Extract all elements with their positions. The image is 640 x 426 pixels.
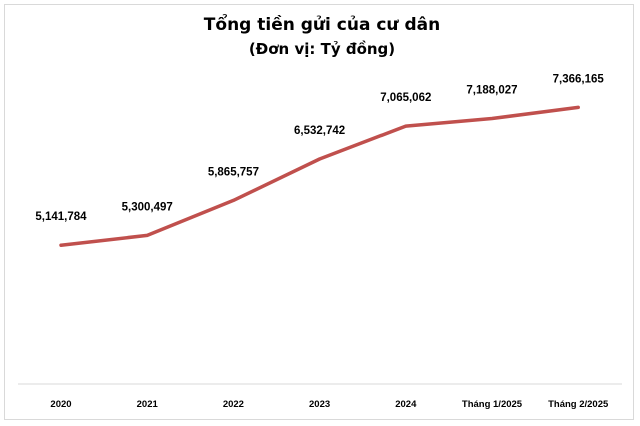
- x-tick-label: 2021: [137, 399, 159, 410]
- data-label: 7,366,165: [553, 73, 605, 85]
- x-tick-label: Tháng 1/2025: [462, 399, 523, 410]
- data-point: [59, 243, 63, 247]
- data-point: [318, 157, 322, 161]
- x-tick-label: 2023: [309, 399, 330, 410]
- x-tick-label: 2022: [223, 399, 244, 410]
- data-label: 5,865,757: [208, 166, 259, 178]
- x-tick-label: 2020: [50, 399, 71, 410]
- data-label: 7,188,027: [466, 85, 517, 97]
- data-label: 6,532,742: [294, 125, 345, 137]
- data-label: 5,141,784: [35, 211, 87, 223]
- data-point: [490, 117, 494, 120]
- x-tick-label: 2024: [395, 399, 417, 410]
- chart-subtitle: (Đơn vị: Tỷ đồng): [249, 39, 395, 58]
- data-point: [145, 233, 149, 237]
- data-point: [231, 198, 235, 202]
- plot-area: 5,141,784 2020 5,300,497 2021 5,865,757 2022 6…: [35, 73, 609, 410]
- chart-frame: [4, 4, 634, 420]
- chart-title: Tổng tiền gửi của cư dân: [204, 13, 440, 35]
- data-point: [404, 124, 408, 128]
- data-label: 5,300,497: [122, 201, 173, 213]
- data-label: 7,065,062: [380, 92, 431, 104]
- x-tick-label: Tháng 2/2025: [548, 399, 609, 410]
- data-point: [576, 105, 580, 109]
